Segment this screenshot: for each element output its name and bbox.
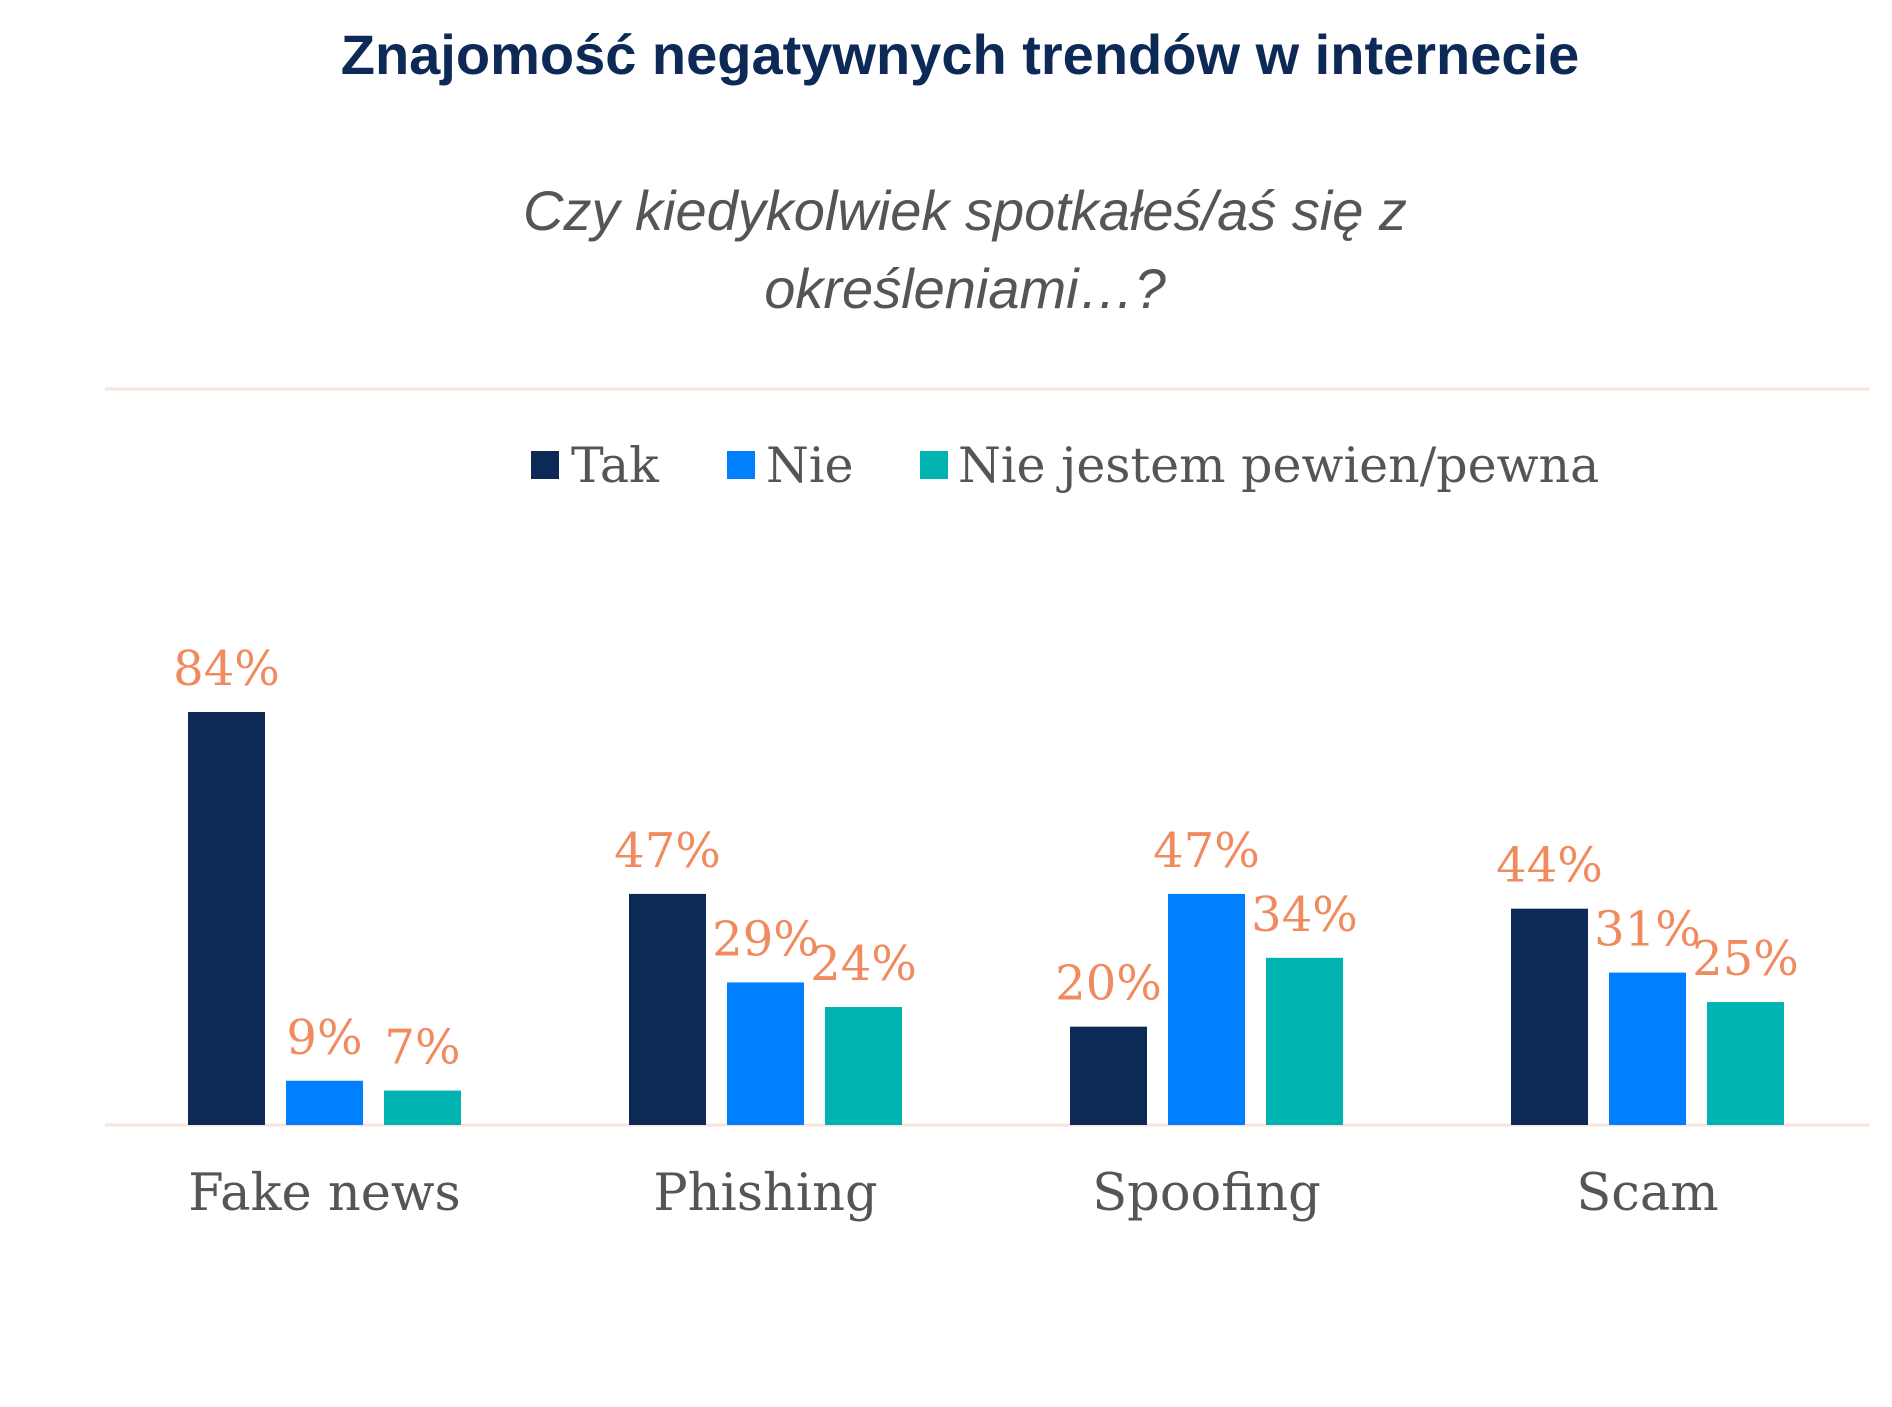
bar-fake-news-tak (188, 712, 265, 1125)
value-label-phishing-tak: 47% (614, 823, 721, 879)
bar-fake-news-nie (286, 1080, 363, 1125)
chart-subtitle-line-1: Czy kiedykolwiek spotkałeś/aś się z (523, 179, 1407, 242)
legend-label-tak: Tak (571, 437, 660, 494)
bar-phishing-tak (629, 893, 706, 1125)
bar-scam-nie (1609, 972, 1686, 1125)
bar-phishing-nie-jestem-pewien-pewna (825, 1007, 902, 1125)
value-label-scam-nie: 31% (1594, 902, 1701, 958)
legend-label-nie: Nie (766, 437, 854, 494)
bar-scam-nie-jestem-pewien-pewna (1707, 1002, 1784, 1125)
category-label-fake-news: Fake news (188, 1164, 460, 1223)
category-labels-group: Fake news Phishing Spoofing Scam (188, 1164, 1718, 1223)
bar-phishing-nie (727, 982, 804, 1125)
legend-swatch-nie-jestem-pewien-pewna (920, 451, 948, 479)
legend-swatch-tak (531, 451, 559, 479)
value-label-phishing-nie: 29% (712, 911, 819, 967)
bar-scam-tak (1511, 908, 1588, 1125)
value-label-spoofing-nie: 47% (1153, 823, 1260, 879)
value-labels-group: 84% 9% 7% 47% 29%24% 20% 47% 34% 44% 31%25% (173, 641, 1799, 1076)
legend-swatch-nie (727, 451, 755, 479)
category-label-spoofing: Spoofing (1092, 1164, 1321, 1223)
bar-fake-news-nie-jestem-pewien-pewna (384, 1090, 461, 1125)
bars-group (188, 712, 1784, 1125)
value-label-fake-news-nie-jestem-pewien-pewna: 7% (384, 1020, 460, 1076)
legend-label-nie-jestem-pewien-pewna: Nie jestem pewien/pewna (958, 437, 1599, 494)
bar-spoofing-nie (1168, 893, 1245, 1125)
value-label-spoofing-nie-jestem-pewien-pewna: 34% (1251, 887, 1358, 943)
bar-spoofing-tak (1070, 1026, 1147, 1125)
value-label-fake-news-tak: 84% (173, 641, 280, 697)
bar-spoofing-nie-jestem-pewien-pewna (1266, 957, 1343, 1125)
value-label-spoofing-tak: 20% (1055, 956, 1162, 1012)
value-label-phishing-nie-jestem-pewien-pewna: 24% (810, 936, 917, 992)
chart-subtitle-line-2: określeniami…? (764, 257, 1166, 320)
chart-legend: Tak Nie Nie jestem pewien/pewna (531, 437, 1599, 494)
category-label-scam: Scam (1576, 1164, 1718, 1223)
value-label-scam-tak: 44% (1496, 838, 1603, 894)
category-label-phishing: Phishing (653, 1164, 877, 1223)
value-label-scam-nie-jestem-pewien-pewna: 25% (1692, 931, 1799, 987)
chart-title: Znajomość negatywnych trendów w internec… (340, 23, 1580, 86)
value-label-fake-news-nie: 9% (286, 1010, 362, 1066)
